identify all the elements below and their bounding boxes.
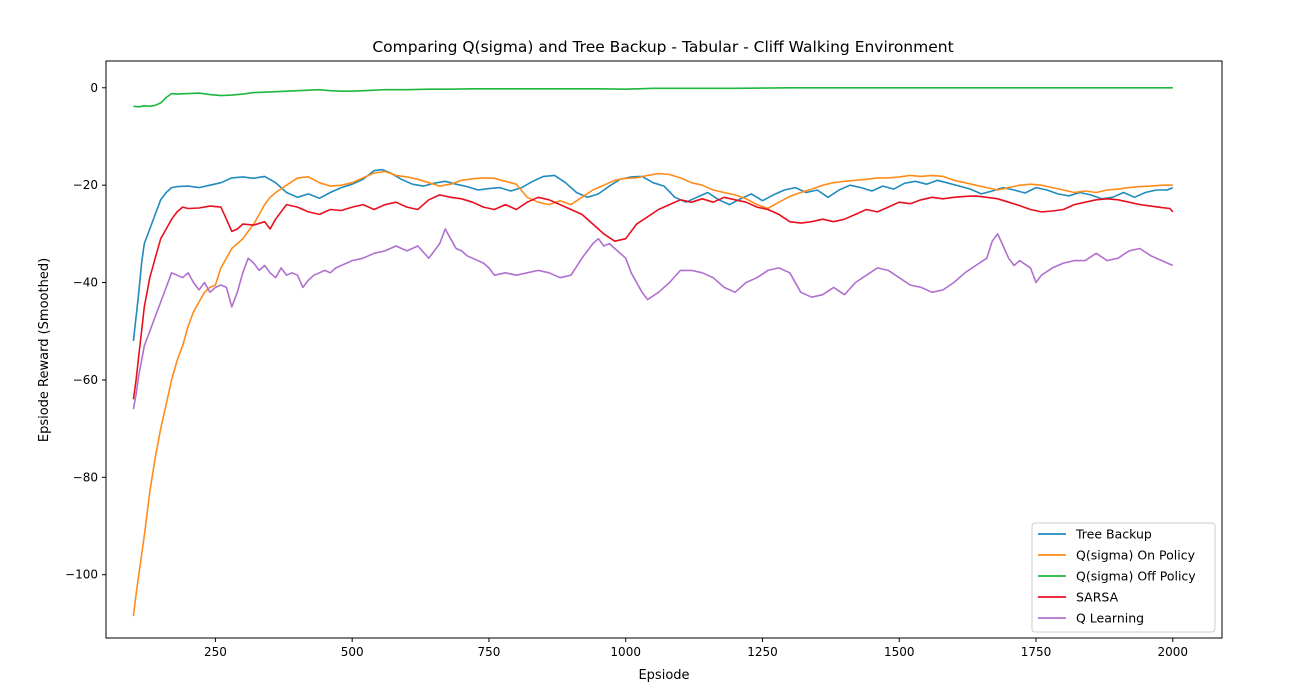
x-tick-label: 2000 [1157,645,1188,659]
series-line-3 [133,87,1173,108]
legend: Tree Backup Q(sigma) On Policy Q(sigma) Of… [1031,522,1216,633]
legend-label: Q(sigma) Off Policy [1076,569,1196,584]
y-tick-label: −20 [73,178,98,192]
x-tick-label: 1250 [747,645,778,659]
series-layer [132,87,1174,617]
x-axis: 250 500 750 1000 1250 1500 1750 2000 [204,638,1188,659]
y-axis-label: Epsiode Reward (Smoothed) [37,258,52,442]
plot-area [105,60,1223,639]
chart-title: Comparing Q(sigma) and Tree Backup - Tab… [372,38,953,56]
x-tick-label: 1000 [610,645,641,659]
plot-frame [105,60,1223,639]
y-tick-label: −40 [73,276,98,290]
x-tick-label: 750 [477,645,500,659]
x-tick-label: 250 [204,645,227,659]
x-tick-label: 1500 [884,645,915,659]
x-axis-label: Epsiode [638,668,689,683]
legend-label: SARSA [1076,590,1119,605]
y-tick-label: −100 [65,568,98,582]
y-tick-label: −60 [73,373,98,387]
legend-label: Q(sigma) On Policy [1076,548,1196,563]
series-line-2 [132,170,1173,617]
series-line-5 [132,228,1174,410]
legend-label: Tree Backup [1075,527,1152,542]
x-tick-label: 1750 [1021,645,1052,659]
y-tick-label: −80 [73,470,98,484]
y-tick-label: 0 [90,81,98,95]
legend-label: Q Learning [1076,611,1144,626]
x-tick-label: 500 [341,645,364,659]
series-line-4 [132,194,1174,400]
legend-box [1031,522,1216,633]
y-axis: 0 −20 −40 −60 −80 −100 [65,81,106,582]
